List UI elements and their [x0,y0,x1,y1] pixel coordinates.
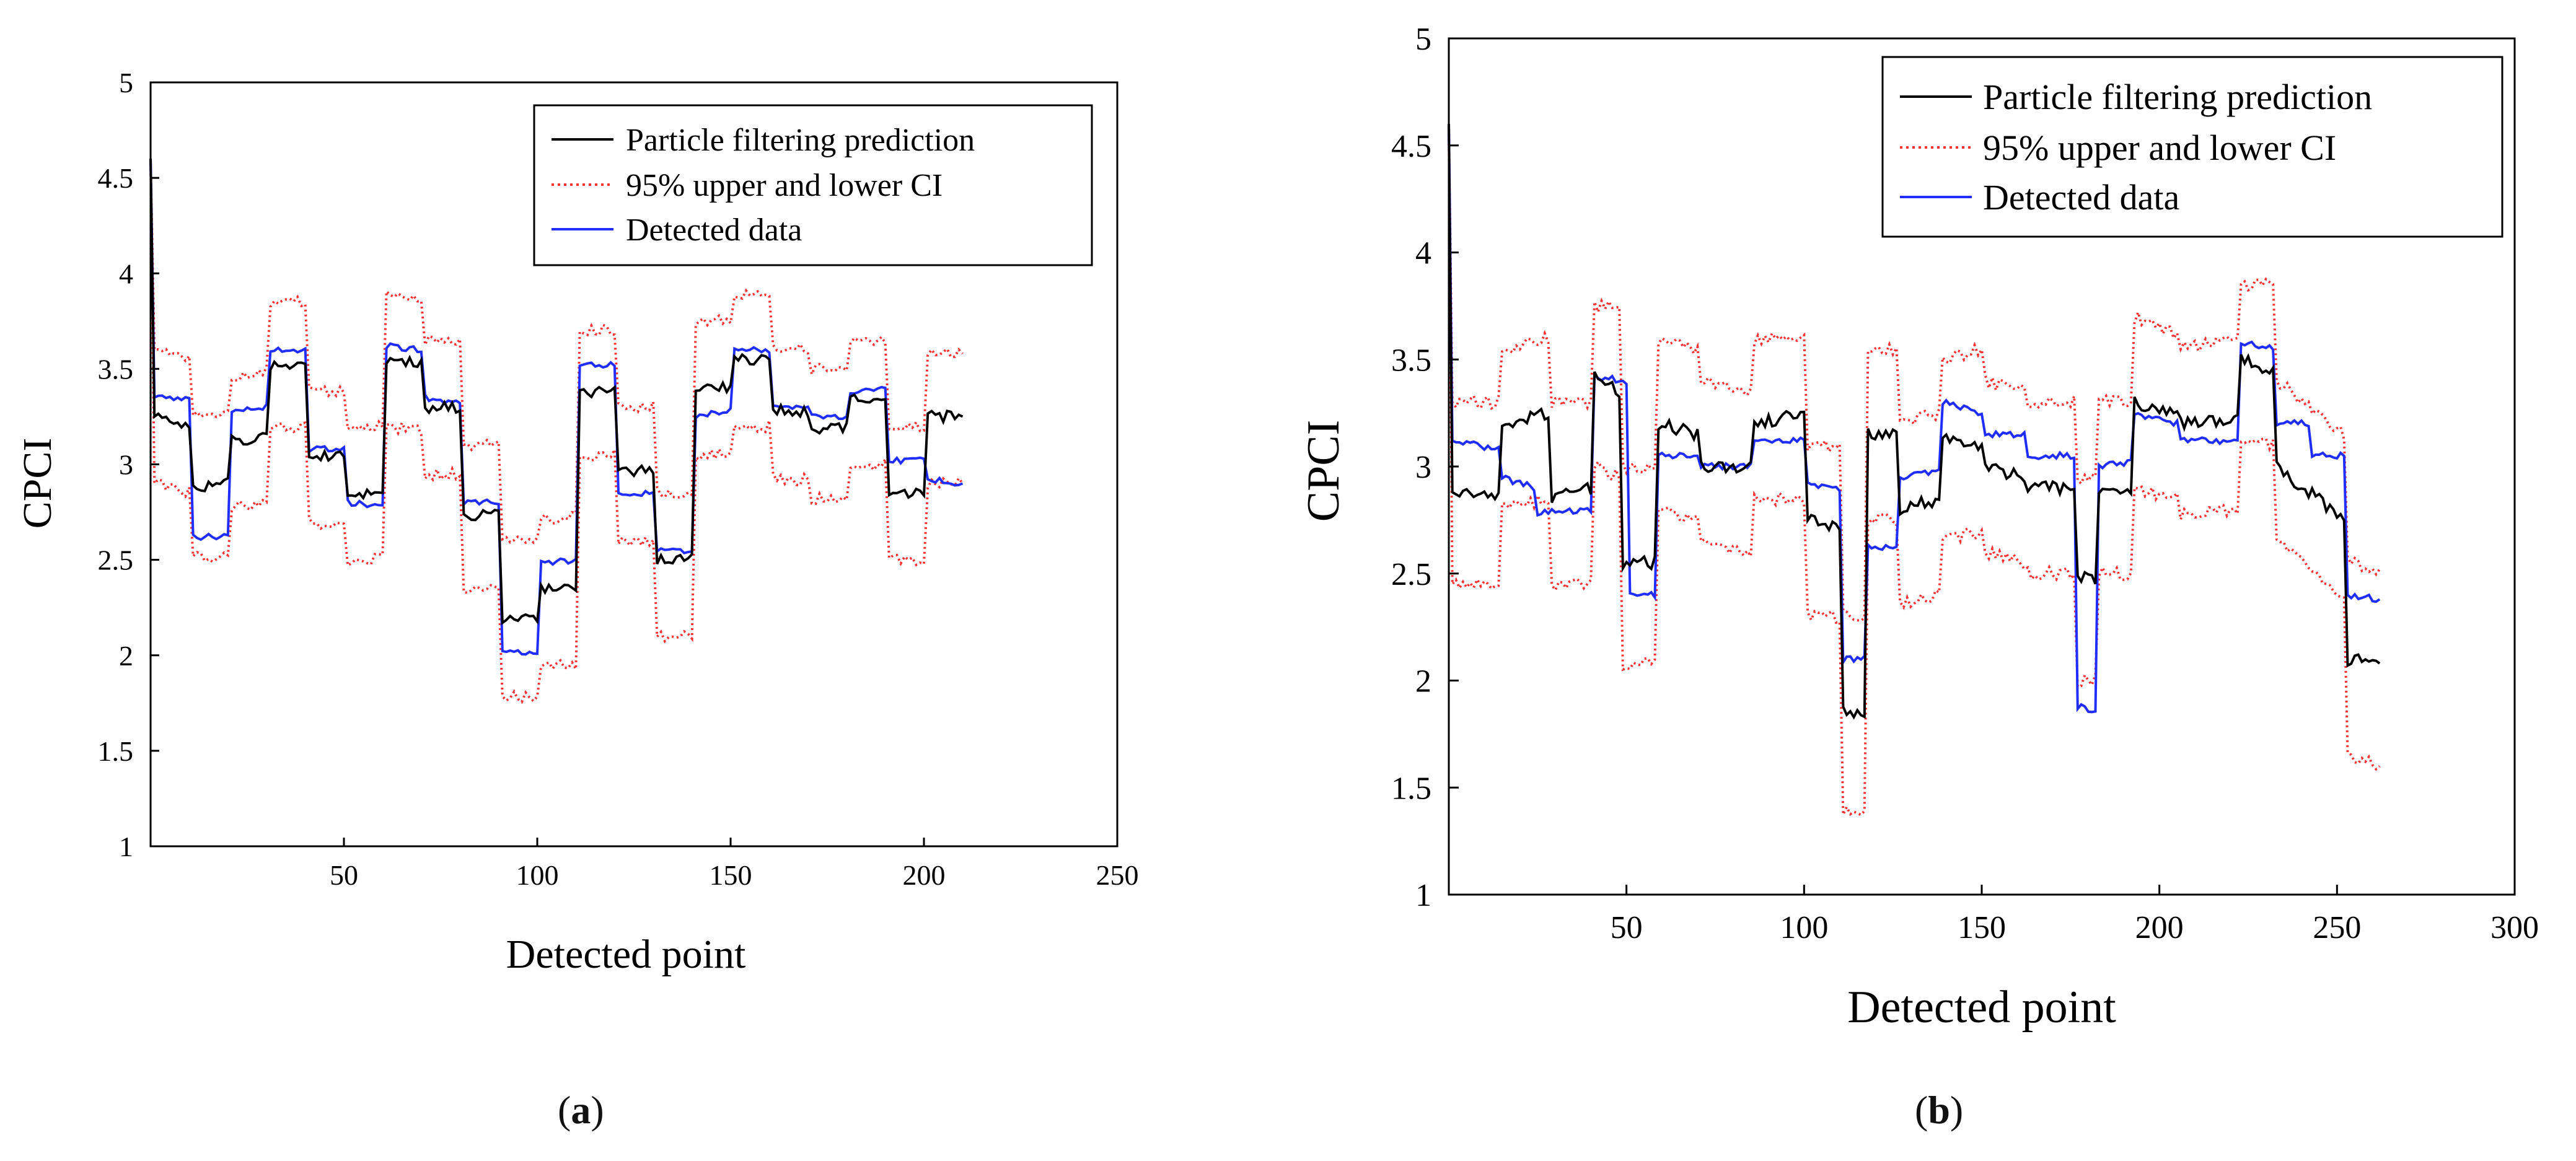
panel-a-ytick-label: 4 [119,258,133,289]
panel-a-ytick-label: 1 [119,831,133,862]
panel-b-xtick-label: 250 [2313,910,2361,945]
panel-b-series-detected [1448,124,2381,714]
panel-b-legend-box [1881,56,2503,238]
panel-a-xtick-label: 200 [903,859,946,891]
panel-a-ytick-label: 2 [119,640,133,672]
panel-b-plot-lines [1448,124,2381,817]
panel-b-caption: (b) [1915,1088,1964,1132]
panel-a-caption-letter: a [571,1088,591,1132]
panel-a-ytick-label: 4.5 [98,162,134,194]
panel-b-ytick-label: 1 [1415,878,1431,913]
chart-panel-a: 50 100 150 200 250 1 1.5 2 2.5 3 3.5 4 4.5 5 Detecte… [15,67,1139,977]
panel-b-xtick-label: 300 [2490,910,2539,945]
panel-a-legend-label-ci: 95% upper and lower CI [626,168,943,203]
panel-b-legend: Particle filtering prediction 95% upper … [1881,56,2503,238]
panel-a-y-ticks: 1 1.5 2 2.5 3 3.5 4 4.5 5 [98,67,159,862]
panel-b-xtick-label: 100 [1780,910,1828,945]
panel-a-xtick-label: 250 [1096,859,1139,891]
panel-a-caption: (a) [558,1088,604,1132]
panel-b-xtick-label: 200 [2135,910,2184,945]
panel-a-ytick-label: 3 [119,449,133,481]
panel-a-series-ci-upper [149,159,964,545]
panel-b-ytick-label: 2.5 [1391,557,1431,592]
panel-a-series-detected [149,159,964,656]
panel-b-ytick-label: 1.5 [1391,771,1431,806]
panel-b-caption-letter: b [1928,1088,1950,1132]
panel-b-series-prediction [1448,124,2381,720]
panel-a-xlabel: Detected point [506,932,746,977]
panel-b-ytick-label: 3 [1415,450,1431,485]
chart-panel-b: 50 100 150 200 250 300 1 1.5 2 2.5 3 3.5 4 4.5 5 Dete… [1298,22,2539,1033]
panel-a-series-ci-lower [149,159,964,704]
panel-b-legend-label-detected: Detected data [1983,177,2179,217]
panel-b-ytick-label: 5 [1415,22,1431,57]
panel-a-ytick-label: 2.5 [98,545,134,576]
panel-a-ylabel: CPCI [15,438,60,529]
panel-a-ytick-label: 1.5 [98,735,134,767]
panel-a-xtick-label: 150 [710,859,752,891]
panel-b-xtick-label: 50 [1611,910,1643,945]
panel-b-x-ticks: 50 100 150 200 250 300 [1611,885,2539,945]
panel-b-y-ticks: 1 1.5 2 2.5 3 3.5 4 4.5 5 [1391,22,1459,913]
panel-a-legend: Particle filtering prediction 95% upper … [533,104,1093,266]
panel-b-ytick-label: 2 [1415,664,1431,699]
panel-b-legend-label-ci: 95% upper and lower CI [1983,128,2336,168]
panel-b-xlabel: Detected point [1847,982,2116,1033]
panel-a-legend-label-detected: Detected data [626,212,802,248]
panel-a-xtick-label: 50 [330,859,358,891]
panel-a-x-ticks: 50 100 150 200 250 [330,838,1139,891]
panel-b-legend-label-prediction: Particle filtering prediction [1983,77,2372,117]
panel-a-legend-label-prediction: Particle filtering prediction [626,123,975,158]
panel-b-xtick-label: 150 [1958,910,2006,945]
panel-b-ytick-label: 3.5 [1391,343,1431,378]
panel-b-ylabel: CPCI [1298,420,1349,522]
panel-b-series-ci-lower [1448,124,2381,817]
panel-a-ytick-label: 5 [119,67,133,99]
panel-b-ytick-label: 4 [1415,236,1431,271]
panel-a-legend-box [533,104,1093,266]
panel-a-plot-lines [149,159,964,704]
panel-a-series-prediction [149,159,964,626]
panel-a-ytick-label: 3.5 [98,353,134,385]
panel-b-ytick-label: 4.5 [1391,129,1431,164]
panel-a-xtick-label: 100 [516,859,559,891]
